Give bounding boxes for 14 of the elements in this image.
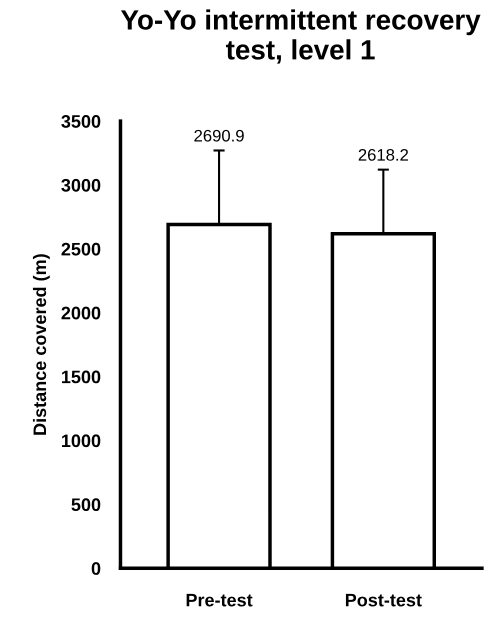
y-tick-label: 3000 bbox=[61, 178, 100, 192]
y-tick-label: 1500 bbox=[62, 370, 100, 384]
annotation: 2618.2 bbox=[358, 148, 408, 161]
x-tick-label: Pre-test bbox=[186, 594, 252, 606]
chart-title: Yo-Yo intermittent recovery test, level 1 bbox=[120, 9, 481, 64]
annotation: 2690.9 bbox=[194, 130, 244, 142]
y-tick-label: 2500 bbox=[62, 242, 100, 256]
y-tick-label: 2000 bbox=[62, 306, 100, 320]
y-tick-label: 1000 bbox=[62, 434, 100, 448]
y-tick-label: 0 bbox=[92, 562, 100, 575]
y-axis-title: Distance covered (m) bbox=[32, 254, 50, 435]
y-tick-label: 3500 bbox=[61, 115, 100, 128]
y-tick-label: 500 bbox=[71, 498, 100, 512]
x-tick-label: Post-test bbox=[346, 594, 422, 606]
